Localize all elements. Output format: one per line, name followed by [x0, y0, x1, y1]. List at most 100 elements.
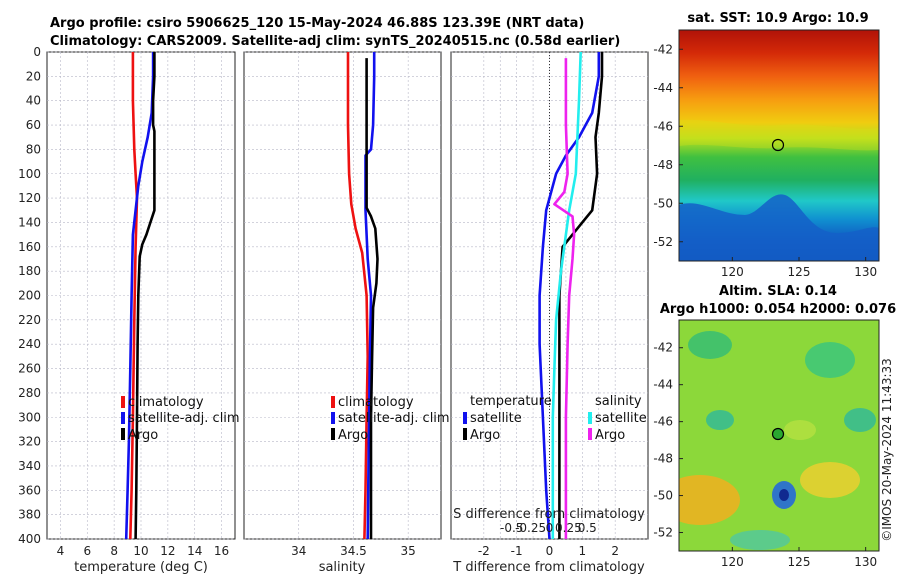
sla-low-2 — [805, 342, 855, 378]
sla-map-title-line2: Argo h1000: 0.054 h2000: 0.076 — [660, 302, 896, 317]
y-tick-label: 220 — [18, 313, 41, 327]
sla-map-title-line1: Altim. SLA: 0.14 — [719, 284, 837, 299]
sla-low-5 — [730, 530, 790, 550]
y-tick-label: 140 — [18, 215, 41, 229]
sst-argo-marker — [771, 138, 785, 152]
sdiff-tick-label: 0 — [546, 521, 554, 535]
sst-map-ytick-label: -48 — [653, 158, 673, 172]
series-line-argo — [134, 52, 156, 539]
y-tick-label: 80 — [26, 142, 41, 156]
x-tick-label: 10 — [133, 544, 148, 558]
sdiff-xlabel: S difference from climatology — [453, 507, 645, 522]
figure-title-line2: Climatology: CARS2009. Satellite-adj cli… — [50, 34, 620, 49]
difference-legend: temperature satellite Argo salinity sate… — [463, 394, 647, 443]
figure-title-line1: Argo profile: csiro 5906625_120 15-May-2… — [50, 16, 584, 31]
series-line-t-satellite — [538, 52, 601, 539]
sla-map-frame — [678, 319, 880, 552]
legend-title-temperature: temperature — [470, 394, 552, 409]
temperature-legend: climatology satellite-adj. clim Argo — [121, 395, 240, 443]
y-tick-label: 120 — [18, 191, 41, 205]
imos-watermark: ©IMOS 20-May-2024 11:43:33 — [880, 358, 894, 542]
sla-low-1 — [688, 331, 732, 359]
difference-panel — [450, 51, 649, 540]
sst-map-ytick-label: -44 — [653, 81, 673, 95]
x-tick-label: 4 — [57, 544, 65, 558]
series-group — [346, 52, 379, 539]
y-tick-label: 380 — [18, 508, 41, 522]
x-tick-label: 12 — [160, 544, 175, 558]
sla-map-ytick-label: -44 — [653, 378, 673, 392]
x-tick-label: 35 — [401, 544, 416, 558]
sla-high-2 — [800, 462, 860, 498]
legend-swatch-argo — [121, 428, 125, 440]
series-line-satellite-adj-clim — [124, 52, 155, 539]
legend-title-salinity: salinity — [595, 394, 642, 409]
legend-swatch-s-argo — [588, 428, 592, 440]
x-tick-label: 1 — [579, 544, 587, 558]
y-tick-label: 280 — [18, 386, 41, 400]
series-line-satellite-adj-clim — [364, 52, 376, 539]
sdiff-tick-label: 0.5 — [578, 521, 597, 535]
sst-map: sat. SST: 10.9 Argo: 10.9 — [678, 11, 880, 262]
x-tick-label: 8 — [110, 544, 118, 558]
sla-low-3 — [844, 408, 876, 432]
salinity-xlabel: salinity — [319, 560, 366, 575]
legend-label-satellite: satellite-adj. clim — [128, 411, 240, 426]
tdiff-xlabel: T difference from climatology — [452, 560, 645, 575]
sst-map-ytick-label: -52 — [653, 235, 673, 249]
sla-map-ytick-label: -48 — [653, 452, 673, 466]
legend-swatch-climatology — [121, 396, 125, 408]
legend-label-climatology: climatology — [338, 395, 414, 410]
sdiff-tick-label: -0.25 — [515, 521, 546, 535]
sla-map-xtick-label: 130 — [854, 555, 877, 569]
sla-high-3 — [784, 420, 816, 440]
y-tick-label: 160 — [18, 240, 41, 254]
y-tick-label: 300 — [18, 410, 41, 424]
sla-map-xtick-label: 125 — [788, 555, 811, 569]
temperature-xlabel: temperature (deg C) — [74, 560, 208, 575]
legend-swatch-argo — [331, 428, 335, 440]
sla-map-ytick-label: -50 — [653, 489, 673, 503]
series-line-t-argo — [558, 52, 604, 539]
series-line-climatology — [346, 52, 370, 539]
sdiff-tick-label: 0.25 — [555, 521, 582, 535]
legend-label-satellite: satellite-adj. clim — [338, 411, 450, 426]
sla-argo-marker — [771, 427, 785, 441]
legend-swatch-t-satellite — [463, 412, 467, 424]
sla-map-xtick-label: 120 — [721, 555, 744, 569]
sla-map-ytick-label: -46 — [653, 415, 673, 429]
x-tick-label: 2 — [611, 544, 619, 558]
sst-cold-eddy — [679, 194, 879, 261]
y-tick-label: 0 — [33, 45, 41, 59]
series-line-s-argo — [553, 58, 576, 539]
salinity-panel — [243, 51, 442, 540]
sst-map-ytick-label: -46 — [653, 119, 673, 133]
legend-label-argo: Argo — [128, 428, 158, 443]
temperature-panel — [46, 51, 236, 540]
series-line-argo — [365, 58, 379, 539]
sst-map-xtick-label: 120 — [721, 265, 744, 279]
y-tick-label: 100 — [18, 167, 41, 181]
sla-map-ytick-label: -52 — [653, 526, 673, 540]
y-tick-label: 400 — [18, 532, 41, 546]
y-tick-label: 180 — [18, 264, 41, 278]
sla-map: Altim. SLA: 0.14 Argo h1000: 0.054 h2000… — [660, 284, 896, 552]
y-tick-label: 40 — [26, 94, 41, 108]
legend-swatch-t-argo — [463, 428, 467, 440]
sla-low-4 — [706, 410, 734, 430]
sdiff-tick-label: -0.5 — [500, 521, 523, 535]
series-group — [538, 52, 604, 539]
sla-map-ytick-label: -42 — [653, 341, 673, 355]
y-tick-label: 20 — [26, 69, 41, 83]
legend-label-s-satellite: satellite — [595, 411, 647, 426]
x-tick-label: -2 — [478, 544, 490, 558]
y-tick-label: 260 — [18, 362, 41, 376]
y-tick-label: 360 — [18, 483, 41, 497]
salinity-legend: climatology satellite-adj. clim Argo — [331, 395, 450, 443]
legend-swatch-s-satellite — [588, 412, 592, 424]
legend-label-s-argo: Argo — [595, 428, 625, 443]
sst-map-xtick-label: 130 — [854, 265, 877, 279]
y-tick-label: 320 — [18, 435, 41, 449]
y-tick-label: 240 — [18, 337, 41, 351]
